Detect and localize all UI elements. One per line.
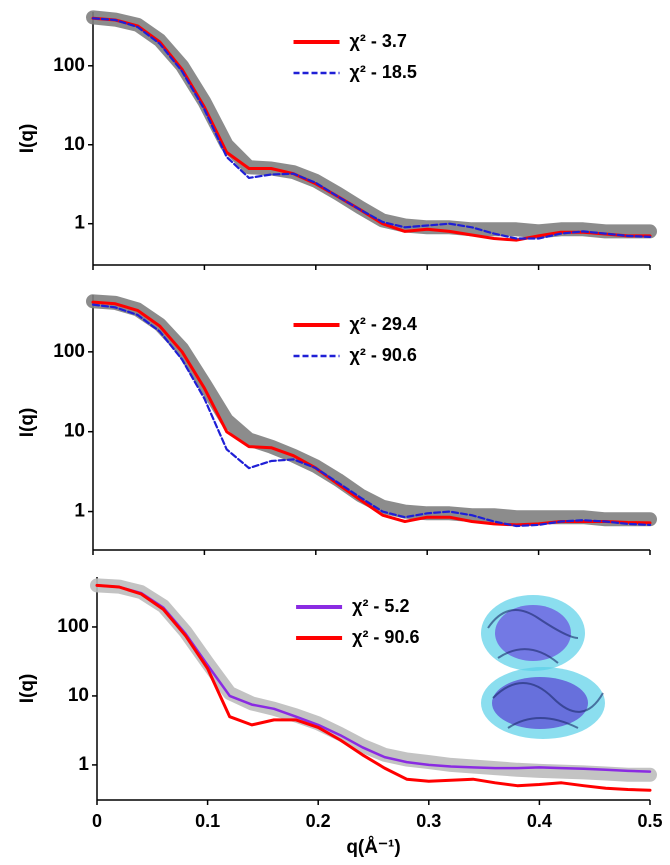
legend-label: χ² - 18.5: [350, 62, 417, 82]
y-tick-label: 1: [74, 213, 85, 234]
x-tick-label: 0.1: [195, 811, 220, 831]
y-axis-label: I(q): [17, 408, 38, 438]
y-tick-label: 100: [53, 55, 85, 76]
y-tick-label: 10: [64, 421, 85, 442]
fit-line: [91, 17, 652, 240]
legend-label: χ² - 29.4: [350, 314, 417, 334]
fit-line: [91, 303, 652, 528]
legend-label: χ² - 5.2: [352, 596, 409, 616]
y-axis-label: I(q): [17, 124, 38, 154]
legend-label: χ² - 90.6: [350, 345, 417, 365]
data-band: [86, 10, 657, 239]
fit-line: [95, 583, 652, 792]
y-tick-label: 100: [57, 616, 89, 637]
legend-label: χ² - 90.6: [352, 627, 419, 647]
legend-label: χ² - 3.7: [350, 31, 407, 51]
x-tick-label: 0.2: [306, 811, 331, 831]
x-tick-label: 0.5: [637, 811, 662, 831]
x-axis-label: q(Å⁻¹): [346, 837, 400, 858]
x-tick-label: 0.4: [527, 811, 552, 831]
y-axis-label: I(q): [17, 674, 38, 704]
protein-structure: [481, 595, 605, 739]
y-tick-label: 10: [64, 134, 85, 155]
y-tick-label: 10: [68, 685, 89, 706]
y-tick-label: 1: [78, 754, 89, 775]
y-tick-label: 100: [53, 341, 85, 362]
x-tick-label: 0.3: [416, 811, 441, 831]
x-tick-label: 0: [92, 811, 102, 831]
y-tick-label: 1: [74, 501, 85, 522]
data-band: [86, 294, 657, 527]
